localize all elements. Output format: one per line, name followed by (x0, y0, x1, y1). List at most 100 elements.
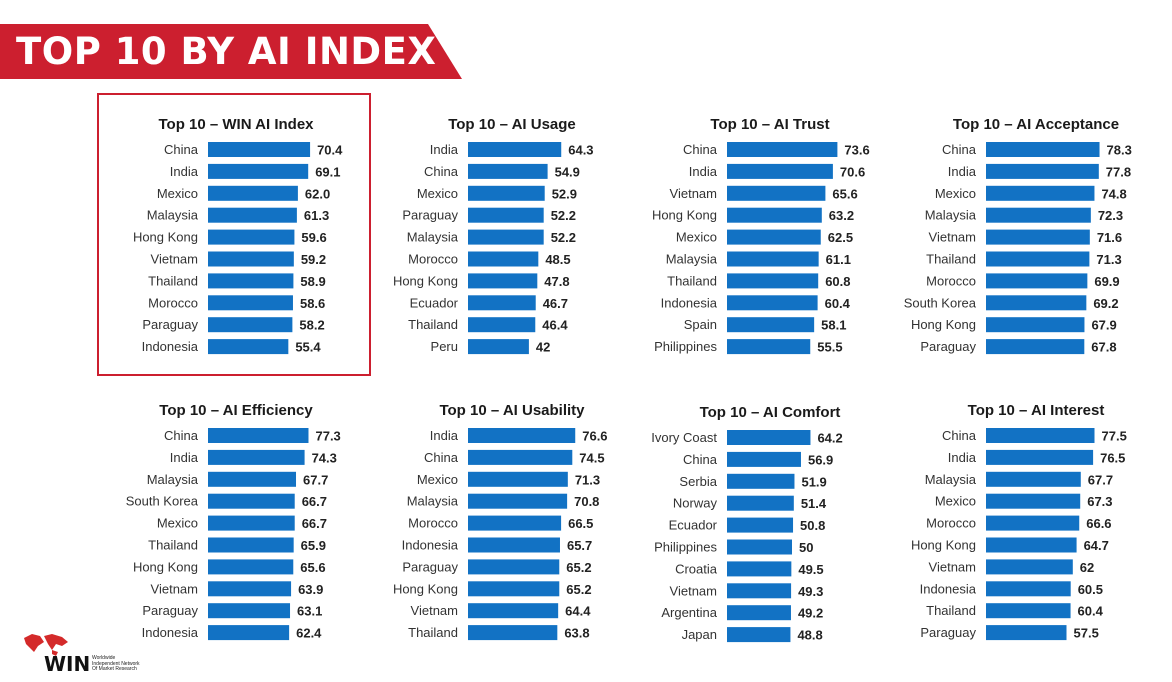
world-map-icon (24, 634, 68, 656)
value-label: 66.6 (1086, 516, 1111, 531)
chart-plot: India 76.6 China 74.5 Mexico 71.3 Malaysia 70.8… (372, 426, 652, 651)
bar (986, 317, 1085, 333)
category-label: Croatia (675, 561, 718, 576)
value-label: 64.4 (565, 604, 591, 619)
bar (986, 163, 1099, 179)
value-label: 67.7 (303, 472, 328, 487)
value-label: 70.4 (317, 143, 343, 158)
category-label: Mexico (417, 472, 458, 487)
category-label: Malaysia (407, 230, 459, 245)
bar (208, 339, 289, 355)
value-label: 66.7 (302, 494, 327, 509)
value-label: 70.6 (840, 164, 865, 179)
category-label: Morocco (408, 516, 458, 531)
value-label: 73.6 (844, 143, 869, 158)
value-label: 57.5 (1074, 626, 1099, 641)
chart-svg: China 77.5 India 76.5 Malaysia 67.7 Mexico 67.3… (911, 428, 1127, 641)
bar (727, 561, 792, 577)
bar (468, 471, 568, 487)
category-label: Mexico (935, 186, 976, 201)
category-label: Thailand (926, 603, 976, 618)
category-label: India (170, 450, 199, 465)
bar (468, 515, 562, 531)
category-label: Thailand (408, 625, 458, 640)
category-label: Malaysia (147, 472, 199, 487)
value-label: 58.9 (300, 274, 325, 289)
value-label: 63.8 (564, 626, 589, 641)
chart-svg: China 77.3 India 74.3 Malaysia 67.7 South Kore… (126, 428, 341, 641)
value-label: 63.1 (297, 604, 322, 619)
logo-subtitle-line: Independent Network (92, 660, 140, 667)
value-label: 50 (799, 540, 813, 555)
value-label: 50.8 (800, 518, 825, 533)
bar (468, 229, 544, 245)
chart-title: Top 10 – AI Comfort (699, 404, 841, 421)
category-label: China (424, 450, 459, 465)
page-title: TOP 10 BY AI INDEX (16, 30, 437, 73)
category-label: Paraguay (402, 559, 458, 574)
value-label: 47.8 (544, 274, 569, 289)
bar (468, 185, 545, 201)
category-label: Hong Kong (393, 581, 458, 596)
category-label: China (942, 428, 977, 443)
value-label: 61.1 (826, 252, 851, 267)
category-label: Thailand (667, 273, 717, 288)
value-label: 66.5 (568, 516, 593, 531)
bar (468, 537, 560, 553)
category-label: Malaysia (407, 494, 459, 509)
logo-subtitle: Worldwide Independent Network Of Market … (92, 655, 152, 673)
category-label: Serbia (679, 474, 717, 489)
bar (727, 295, 818, 311)
value-label: 72.3 (1098, 208, 1123, 223)
category-label: Spain (684, 317, 717, 332)
bar (208, 471, 297, 487)
bar (208, 207, 297, 223)
chart-plot: China 73.6 India 70.6 Vietnam 65.6 Hong Kong 63… (630, 140, 910, 365)
value-label: 51.9 (801, 474, 826, 489)
value-label: 46.7 (543, 296, 568, 311)
category-label: Mexico (157, 516, 198, 531)
category-label: Hong Kong (911, 538, 976, 553)
category-label: India (689, 164, 718, 179)
value-label: 60.4 (825, 296, 851, 311)
value-label: 77.8 (1106, 164, 1131, 179)
bar (986, 603, 1071, 619)
value-label: 58.6 (300, 296, 325, 311)
value-label: 76.5 (1100, 450, 1125, 465)
value-label: 60.5 (1078, 582, 1103, 597)
logo-subtitle-line: Worldwide (92, 655, 116, 661)
chart-title: Top 10 – AI Acceptance (952, 116, 1120, 133)
bar (468, 559, 560, 575)
chart-svg: India 64.3 China 54.9 Mexico 52.9 Paraguay 52.2… (393, 142, 594, 355)
value-label: 59.2 (301, 252, 326, 267)
category-label: India (430, 428, 459, 443)
category-label: South Korea (904, 295, 977, 310)
value-label: 49.5 (798, 562, 823, 577)
bar (727, 317, 815, 333)
category-label: Ivory Coast (651, 430, 717, 445)
chart-plot: China 78.3 India 77.8 Mexico 74.8 Malaysia 72.3… (896, 140, 1172, 365)
bar (986, 515, 1080, 531)
value-label: 65.9 (301, 538, 326, 553)
value-label: 61.3 (304, 208, 329, 223)
bar (727, 605, 791, 621)
bar (986, 493, 1081, 509)
bar (468, 317, 536, 333)
category-label: Malaysia (666, 252, 718, 267)
chart-plot: China 77.5 India 76.5 Malaysia 67.7 Mexico 67.3… (896, 426, 1172, 651)
bar (208, 295, 293, 311)
chart-svg: China 70.4 India 69.1 Mexico 62.0 Malaysia 61.3… (133, 142, 343, 355)
bar (986, 295, 1087, 311)
value-label: 70.8 (574, 494, 599, 509)
chart-6: Top 10 – AI Usability India 76.6 China 74.5 M… (372, 402, 652, 652)
chart-8: Top 10 – AI Interest China 77.5 India 76.5 Ma… (896, 402, 1172, 652)
bar (727, 517, 794, 533)
bar (468, 207, 544, 223)
value-label: 65.7 (567, 538, 592, 553)
bar (208, 537, 294, 553)
value-label: 66.7 (302, 516, 327, 531)
bar (468, 493, 568, 509)
category-label: China (942, 142, 977, 157)
category-label: Ecuador (410, 295, 459, 310)
chart-title: Top 10 – AI Usability (439, 402, 585, 419)
